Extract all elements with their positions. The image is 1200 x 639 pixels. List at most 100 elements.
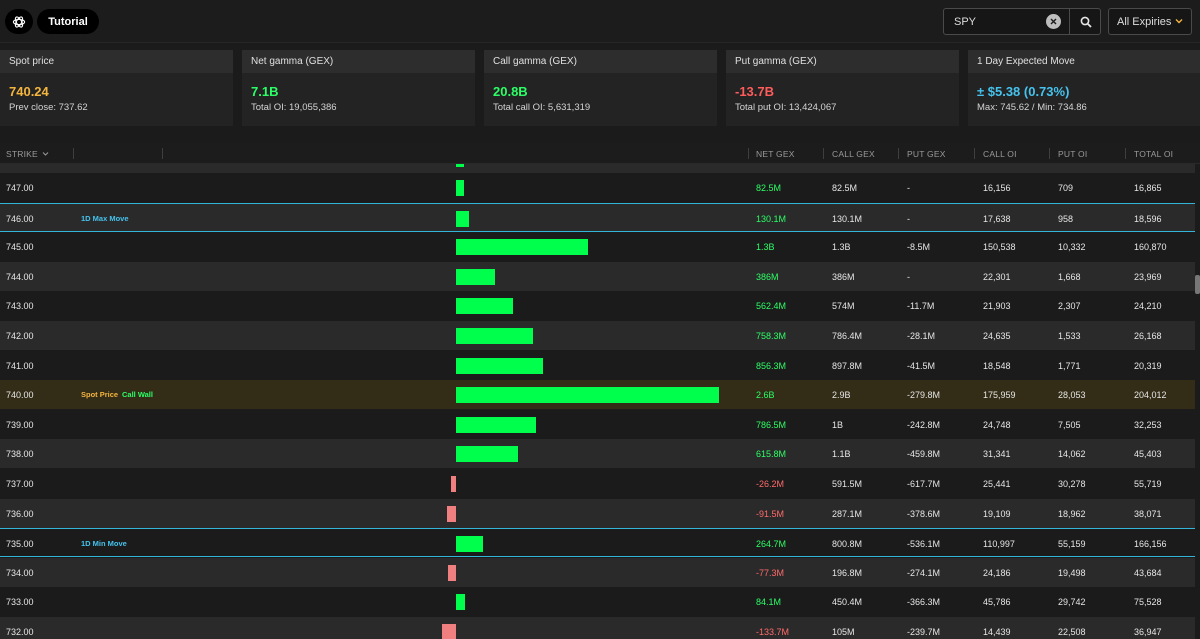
strike-cell: 745.00 xyxy=(6,242,34,253)
total-oi-cell: 45,403 xyxy=(1134,449,1162,460)
call-gex-cell: 1B xyxy=(832,419,844,430)
call-oi-column-header[interactable]: CALL OI xyxy=(983,149,1017,159)
card-value: -13.7B xyxy=(735,84,775,99)
net-gex-bar xyxy=(448,564,456,581)
column-divider[interactable] xyxy=(1049,148,1050,159)
column-divider[interactable] xyxy=(73,148,74,159)
call-gex-column-header[interactable]: CALL GEX xyxy=(832,149,875,159)
strike-cell: 742.00 xyxy=(6,331,34,341)
expiry-select[interactable]: All Expiries xyxy=(1108,8,1192,35)
net-gex-cell: -91.5M xyxy=(756,508,785,519)
spot-price-card: Spot price 740.24 Prev close: 737.62 xyxy=(0,50,233,126)
table-row[interactable]: 738.00 615.8M 1.1B -459.8M 31,341 14,062 45,40… xyxy=(0,439,1195,469)
strike-header-label: STRIKE xyxy=(6,149,38,159)
card-title: Spot price xyxy=(0,50,233,73)
call-gex-cell: 2.9B xyxy=(832,390,851,401)
table-row[interactable]: 735.00 1D Min Move 264.7M 800.8M -536.1M 110,… xyxy=(0,528,1195,558)
expiry-select-label: All Expiries xyxy=(1117,15,1172,28)
call-gex-cell: 800.8M xyxy=(832,539,863,550)
openai-logo-icon xyxy=(12,15,26,28)
net-gex-bar xyxy=(456,239,588,256)
put-gex-cell: - xyxy=(907,213,910,224)
table-row[interactable]: 740.00 Spot Price Call Wall 2.6B 2.9B -279.8M… xyxy=(0,380,1195,410)
net-gex-cell: 130.1M xyxy=(756,213,787,224)
call-oi-cell: 110,997 xyxy=(983,539,1015,550)
call-gex-cell: 82.5M xyxy=(832,183,858,193)
table-row[interactable]: 744.00 386M 386M - 22,301 1,668 23,969 xyxy=(0,261,1195,291)
call-gex-cell: 196.8M xyxy=(832,567,863,578)
column-divider[interactable] xyxy=(974,148,975,159)
net-gex-bar xyxy=(451,476,456,492)
put-oi-cell: 18,962 xyxy=(1058,508,1086,519)
put-oi-cell: 10,332 xyxy=(1058,242,1086,253)
call-gex-cell: 287.1M xyxy=(832,508,863,519)
put-oi-cell: 22,508 xyxy=(1058,627,1086,637)
strike-cell: 747.00 xyxy=(6,183,34,193)
sort-chevron-icon xyxy=(43,152,49,156)
put-oi-column-header[interactable]: PUT OI xyxy=(1058,149,1088,159)
strike-cell: 741.00 xyxy=(6,360,34,371)
strike-cell: 734.00 xyxy=(6,567,34,578)
table-row[interactable]: 743.00 562.4M 574M -11.7M 21,903 2,307 24,210 xyxy=(0,291,1195,321)
put-oi-cell: 958 xyxy=(1058,213,1074,224)
table-row[interactable]: 739.00 786.5M 1B -242.8M 24,748 7,505 32,253 xyxy=(0,409,1195,439)
strike-column-header[interactable]: STRIKE xyxy=(6,149,49,159)
table-header: STRIKE NET GEX CALL GEX PUT GEX CALL OI … xyxy=(0,143,1200,164)
call-gex-cell: 786.4M xyxy=(832,331,863,341)
call-oi-cell: 25,441 xyxy=(983,479,1011,489)
table-row[interactable]: 745.00 1.3B 1.3B -8.5M 150,538 10,332 160,870 xyxy=(0,232,1195,262)
net-gamma-card: Net gamma (GEX) 7.1B Total OI: 19,055,38… xyxy=(242,50,475,126)
call-gex-cell: 1.1B xyxy=(832,449,851,460)
net-gex-bar xyxy=(456,387,719,404)
column-divider[interactable] xyxy=(162,148,163,159)
call-gex-cell: 1.3B xyxy=(832,242,851,253)
net-gex-bar xyxy=(456,298,513,315)
row-tag: 1D Min Move xyxy=(81,539,127,549)
total-oi-cell: 32,253 xyxy=(1134,419,1162,430)
total-oi-cell: 18,596 xyxy=(1134,213,1162,224)
put-gex-cell: - xyxy=(907,183,910,193)
net-gex-bar xyxy=(456,536,483,553)
put-gex-cell: -8.5M xyxy=(907,242,931,253)
chevron-down-icon xyxy=(1175,19,1183,24)
search-button[interactable] xyxy=(1069,9,1101,34)
total-oi-cell: 20,319 xyxy=(1134,360,1162,371)
put-gex-column-header[interactable]: PUT GEX xyxy=(907,149,946,159)
table-row[interactable]: 747.00 82.5M 82.5M - 16,156 709 16,865 xyxy=(0,173,1195,202)
net-gex-column-header[interactable]: NET GEX xyxy=(756,149,795,159)
table-row[interactable]: 742.00 758.3M 786.4M -28.1M 24,635 1,533 26,16… xyxy=(0,321,1195,350)
total-oi-cell: 166,156 xyxy=(1134,539,1167,550)
card-subtext: Total OI: 19,055,386 xyxy=(251,102,337,113)
put-oi-cell: 7,505 xyxy=(1058,419,1081,430)
call-gex-cell: 897.8M xyxy=(832,360,863,371)
net-gex-bar xyxy=(456,210,470,227)
total-oi-column-header[interactable]: TOTAL OI xyxy=(1134,149,1174,159)
column-divider[interactable] xyxy=(823,148,824,159)
column-divider[interactable] xyxy=(748,148,749,159)
table-row[interactable]: 736.00 -91.5M 287.1M -378.6M 19,109 18,962 38,… xyxy=(0,498,1195,528)
table-row[interactable]: 746.00 1D Max Move 130.1M 130.1M - 17,638 958 1… xyxy=(0,202,1195,232)
tutorial-button[interactable]: Tutorial xyxy=(37,9,99,34)
logo-button[interactable] xyxy=(5,9,33,34)
table-row[interactable]: 734.00 -77.3M 196.8M -274.1M 24,186 19,498 43,… xyxy=(0,557,1195,587)
table-row[interactable]: 741.00 856.3M 897.8M -41.5M 18,548 1,771 20,31… xyxy=(0,350,1195,380)
call-oi-cell: 175,959 xyxy=(983,390,1016,401)
clear-icon[interactable] xyxy=(1046,14,1061,29)
call-oi-cell: 150,538 xyxy=(983,242,1016,253)
column-divider[interactable] xyxy=(898,148,899,159)
table-row[interactable]: 733.00 84.1M 450.4M -366.3M 45,786 29,742 75,5… xyxy=(0,587,1195,617)
call-oi-cell: 24,635 xyxy=(983,331,1011,341)
net-gex-bar xyxy=(456,357,543,374)
strike-cell: 743.00 xyxy=(6,301,34,312)
net-gex-bar xyxy=(456,268,496,285)
put-gex-cell: -536.1M xyxy=(907,539,941,550)
table-row[interactable]: 737.00 -26.2M 591.5M -617.7M 25,441 30,278 55,… xyxy=(0,469,1195,498)
put-gex-cell: -239.7M xyxy=(907,627,941,637)
strike-cell: 732.00 xyxy=(6,627,34,637)
column-divider[interactable] xyxy=(1125,148,1126,159)
call-gex-cell: 105M xyxy=(832,627,855,637)
scrollbar-thumb[interactable] xyxy=(1195,275,1200,294)
card-title: Net gamma (GEX) xyxy=(242,50,475,73)
put-gex-cell: -617.7M xyxy=(907,479,941,489)
table-row[interactable]: 732.00 -133.7M 105M -239.7M 14,439 22,508 36,9… xyxy=(0,617,1195,639)
